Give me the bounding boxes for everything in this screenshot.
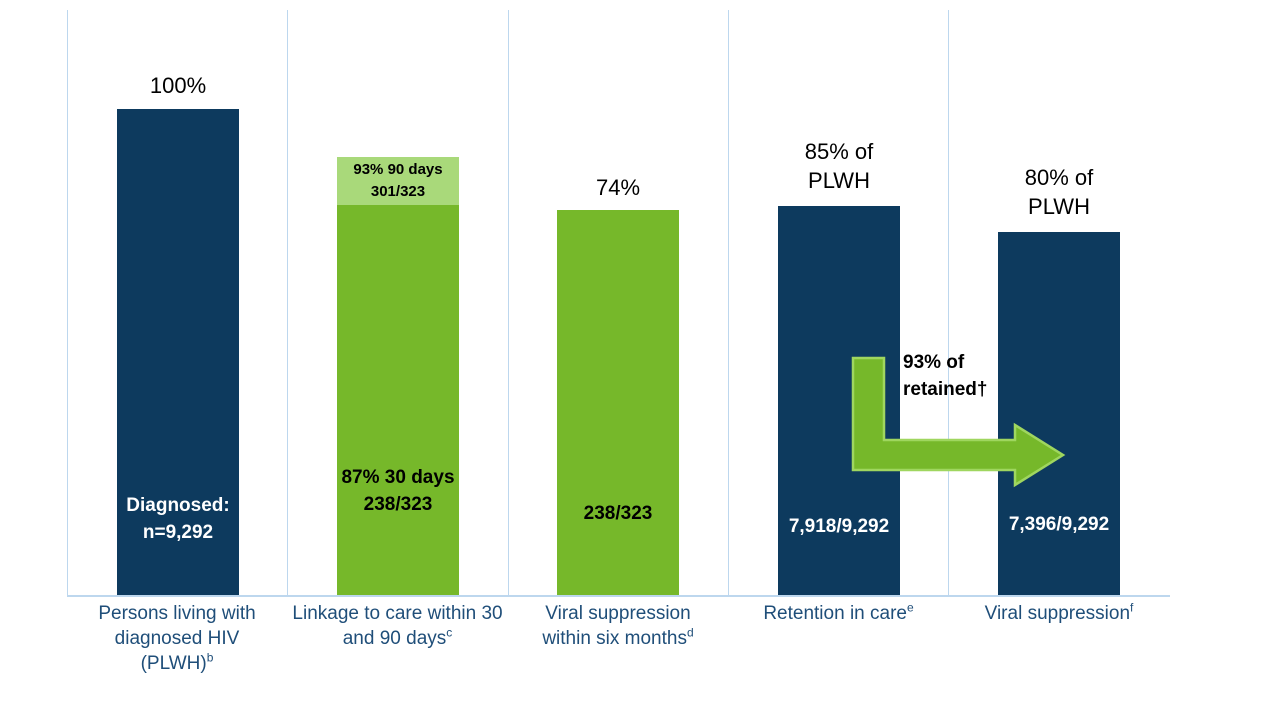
gridline — [287, 10, 288, 595]
gridline — [508, 10, 509, 595]
axis-label-plwh: Persons living with diagnosed HIV (PLWH)… — [67, 601, 287, 676]
axis-label-vs: Viral suppressionf — [948, 601, 1170, 626]
gridline — [728, 10, 729, 595]
inner-label-diagnosed: Diagnosed: n=9,292 — [126, 495, 230, 543]
footnote-sup: d — [686, 625, 694, 640]
axis-label-text: Linkage to care within 30 and 90 daysc — [292, 603, 503, 649]
inner-label-90day-linkage: 93% 90 days 301/323 — [353, 161, 443, 200]
bar-diagnosed-plwh — [117, 109, 239, 595]
footnote-sup: e — [906, 600, 914, 615]
axis-label-vs-6mo: Viral suppression within six monthsd — [508, 601, 728, 651]
x-axis-line — [67, 595, 1170, 597]
axis-label-linkage: Linkage to care within 30 and 90 daysc — [287, 601, 508, 651]
axis-label-text: Persons living with diagnosed HIV (PLWH)… — [98, 603, 256, 674]
arrow-label-93pct-retained: 93% of retained† — [903, 352, 988, 400]
footnote-sup: c — [446, 625, 453, 640]
footnote-sup: f — [1130, 600, 1134, 615]
inner-label-vs-6mo: 238/323 — [583, 503, 653, 524]
axis-label-text: Retention in caree — [763, 600, 914, 624]
bar-linkage-30day — [337, 205, 459, 595]
bar-linkage-90day-segment — [337, 157, 459, 205]
axis-label-text: Viral suppression within six monthsd — [542, 603, 694, 649]
top-label-85pct-plwh: 85% of PLWH — [804, 139, 874, 193]
gridline — [948, 10, 949, 595]
top-label-80pct-plwh: 80% of PLWH — [1024, 165, 1094, 219]
gridline — [67, 10, 68, 595]
axis-label-retention: Retention in caree — [728, 601, 949, 626]
inner-label-vs: 7,396/9,292 — [1008, 514, 1110, 535]
bar-viral-suppression — [998, 232, 1120, 595]
inner-label-retention: 7,918/9,292 — [788, 516, 890, 537]
axis-label-text: Viral suppressionf — [984, 600, 1134, 624]
top-label-100pct: 100% — [149, 73, 207, 98]
footnote-sup: b — [206, 650, 214, 665]
top-label-74pct: 74% — [595, 175, 641, 200]
inner-label-30day-linkage: 87% 30 days 238/323 — [341, 467, 455, 515]
bar-viral-suppression-6mo — [557, 210, 679, 595]
